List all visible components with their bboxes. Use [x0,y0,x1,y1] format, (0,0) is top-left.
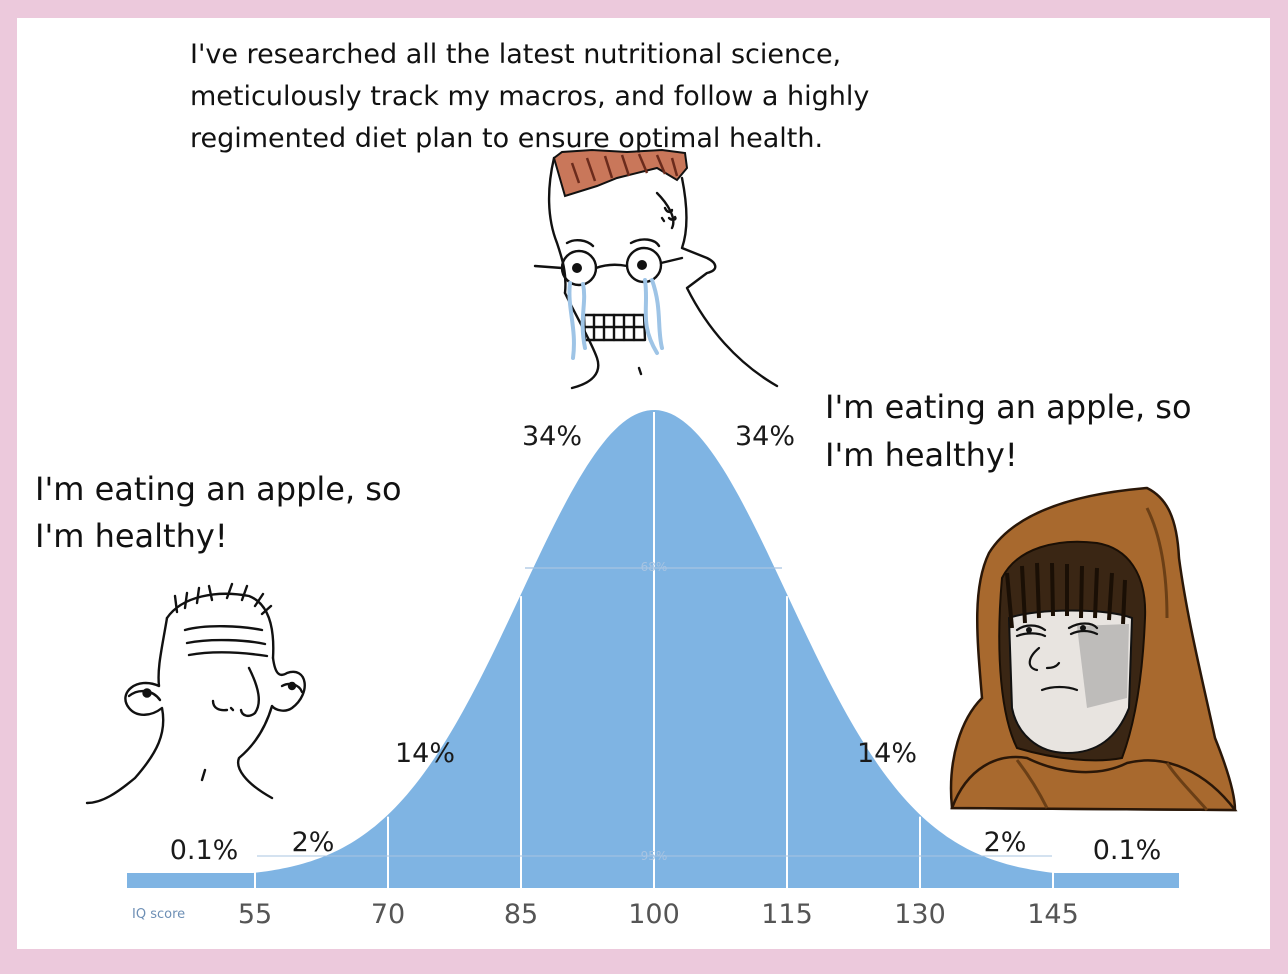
axis-tick-label: 100 [628,899,680,930]
axis-title: IQ score [132,907,185,922]
caption-right-line-1: I'm eating an apple, so [825,388,1192,426]
pct-right-tail: 2% [984,827,1027,858]
pct-far-left: 0.1% [170,835,239,866]
axis-tick-label: 85 [504,899,538,930]
pct-left-center: 34% [522,421,582,452]
caption-top-line-2: meticulously track my macros, and follow… [190,81,870,112]
axis-tick-label: 145 [1027,899,1079,930]
pct-right-center: 34% [735,421,795,452]
caption-left: I'm eating an apple, so I'm healthy! [35,466,402,560]
hooded-wojak-icon [949,486,1238,812]
meme-frame: 68% 95% 0.1% 2% 14% 34% 34% 14% 2% 0.1% … [17,18,1270,949]
bell-curve-chart: 68% 95% 0.1% 2% 14% 34% 34% 14% 2% 0.1% … [85,148,1238,930]
pct-left-tail: 2% [292,827,335,858]
caption-top-line-1: I've researched all the latest nutrition… [190,39,842,70]
caption-right: I'm eating an apple, so I'm healthy! [825,383,1192,479]
axis-ticks: 55 70 85 100 115 130 145 [238,899,1079,930]
caption-left-line-1: I'm eating an apple, so [35,470,402,508]
caption-top-line-3: regimented diet plan to ensure optimal h… [190,123,824,154]
pct-left-mid: 14% [395,738,455,769]
sd-lines [254,412,1054,888]
sd2-label: 95% [641,849,668,863]
pct-right-mid: 14% [857,738,917,769]
crying-glasses-wojak-icon [533,148,779,390]
axis-tick-label: 115 [761,899,813,930]
caption-right-line-2: I'm healthy! [825,436,1018,474]
caption-left-line-2: I'm healthy! [35,517,228,555]
simple-wojak-icon [85,582,306,805]
caption-top: I've researched all the latest nutrition… [190,34,869,160]
axis-tick-label: 70 [371,899,405,930]
axis-tick-label: 55 [238,899,272,930]
axis-tick-label: 130 [894,899,946,930]
sd1-label: 68% [641,560,668,574]
pct-far-right: 0.1% [1093,835,1162,866]
